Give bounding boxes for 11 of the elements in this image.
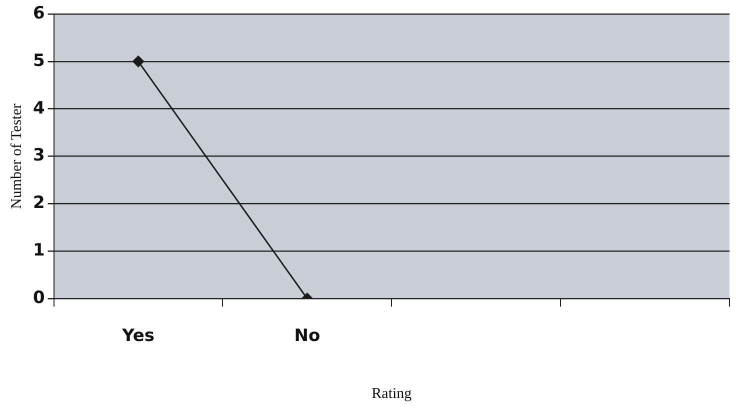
y-tick-label: 3	[32, 146, 45, 166]
x-tick-label: Yes	[121, 326, 154, 346]
y-tick-label: 1	[32, 240, 45, 261]
x-tick-label: No	[294, 326, 320, 346]
y-tick-label: 6	[32, 3, 45, 24]
y-tick-label: 5	[32, 50, 45, 71]
y-axis-title: Number of Tester	[8, 104, 25, 209]
y-tick-label: 2	[32, 193, 45, 214]
y-tick-label: 0	[32, 288, 45, 308]
x-axis-title: Rating	[372, 386, 412, 402]
y-tick-label: 4	[32, 98, 45, 118]
